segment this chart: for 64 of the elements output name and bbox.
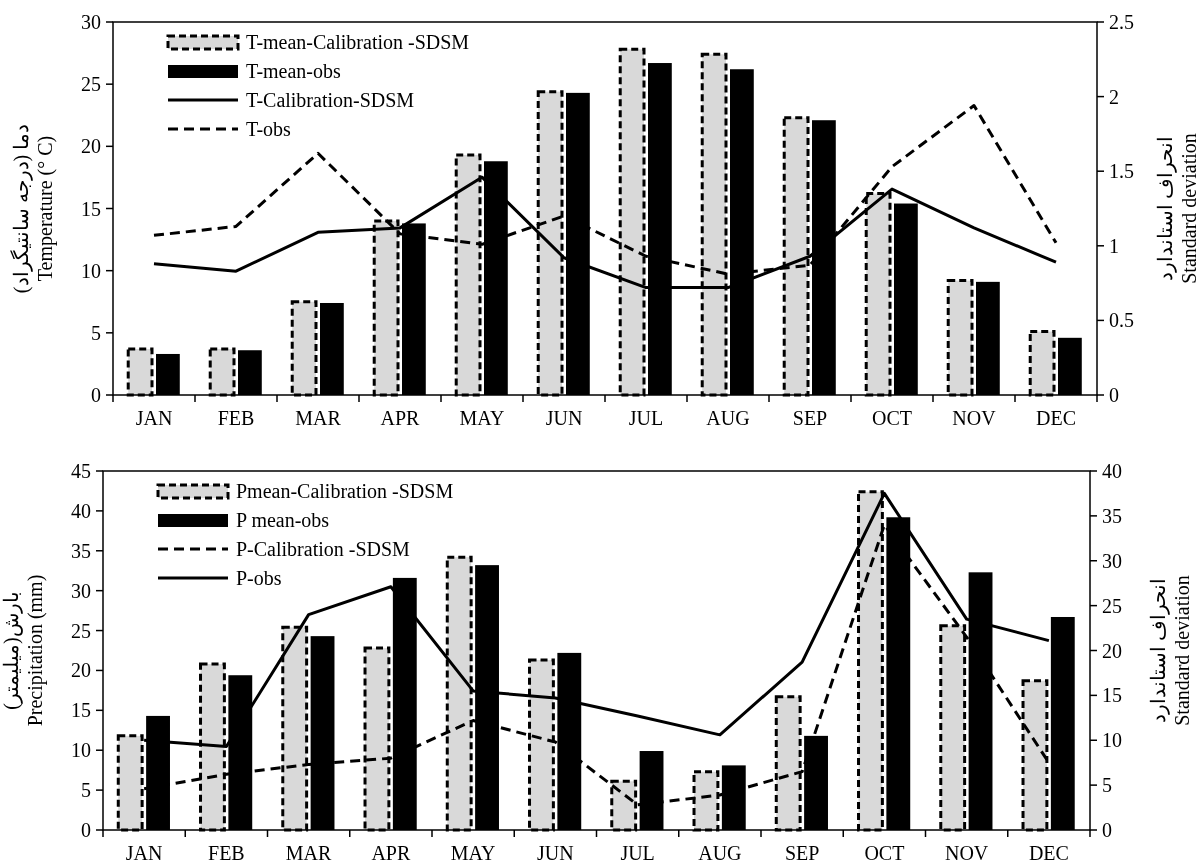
legend-label: P-Calibration -SDSM	[236, 538, 411, 560]
x-tick-label: SEP	[784, 842, 820, 864]
y-tick-label: 30	[81, 11, 101, 33]
legend-label: Pmean-Calibration -SDSM	[236, 480, 454, 502]
y-tick-label: 10	[71, 739, 91, 762]
x-tick-label: JUL	[620, 842, 655, 864]
legend-label: T-Calibration-SDSM	[246, 89, 415, 111]
x-tick-label: APR	[380, 407, 421, 429]
y-tick-label: 30	[71, 579, 91, 602]
y-tick-label: 25	[71, 619, 91, 642]
x-tick-label: FEB	[217, 407, 255, 429]
y2-tick-label: 15	[1102, 684, 1122, 707]
y2-tick-label: 2.5	[1109, 11, 1134, 33]
y2-tick-label: 1	[1109, 234, 1119, 257]
x-tick-label: JUL	[628, 407, 664, 429]
y-tick-label: 0	[81, 819, 91, 841]
y-tick-label: 5	[91, 321, 101, 344]
y-tick-label: 35	[71, 539, 91, 562]
y2-tick-label: 1.5	[1109, 160, 1134, 183]
legend-label: T-mean-Calibration -SDSM	[246, 31, 470, 53]
y-tick-label: 20	[71, 659, 91, 682]
legend-label: T-mean-obs	[246, 60, 342, 82]
x-tick-label: MAY	[459, 407, 505, 429]
y-tick-label: 15	[71, 699, 91, 722]
x-tick-label: MAR	[295, 407, 342, 429]
y2-tick-label: 35	[1102, 504, 1122, 527]
y-tick-label: 40	[71, 499, 91, 522]
legend-label: T-obs	[246, 118, 292, 140]
x-tick-label: MAR	[285, 842, 333, 864]
x-tick-label: JAN	[125, 842, 163, 864]
y2-tick-label: 25	[1102, 594, 1122, 617]
x-tick-label: JUN	[537, 842, 574, 864]
y2-tick-label: 30	[1102, 549, 1122, 572]
y2-tick-label: 0	[1102, 819, 1112, 841]
x-tick-label: DEC	[1036, 407, 1076, 429]
y-tick-label: 5	[81, 779, 91, 802]
x-tick-label: SEP	[792, 407, 828, 429]
y-tick-label: 0	[91, 384, 101, 406]
x-tick-label: AUG	[698, 842, 742, 864]
y2-tick-label: 2	[1109, 85, 1119, 108]
y2-tick-label: 20	[1102, 639, 1122, 662]
y-tick-label: 20	[81, 135, 101, 158]
x-tick-label: AUG	[706, 407, 750, 429]
x-tick-label: OCT	[864, 842, 905, 864]
y-tick-label: 25	[81, 73, 101, 96]
y2-tick-label: 5	[1102, 774, 1112, 797]
x-tick-label: NOV	[944, 842, 989, 864]
x-tick-label: JAN	[135, 407, 173, 429]
y2-tick-label: 10	[1102, 729, 1122, 752]
y-tick-label: 10	[81, 259, 101, 282]
y2-tick-label: 40	[1102, 460, 1122, 482]
y2-tick-label: 0	[1109, 384, 1119, 406]
y2-tick-label: 0.5	[1109, 309, 1134, 332]
x-tick-label: NOV	[952, 407, 997, 429]
x-tick-label: DEC	[1028, 842, 1069, 864]
legend-label: P mean-obs	[236, 509, 330, 531]
y-tick-label: 45	[71, 460, 91, 482]
x-tick-label: MAY	[450, 842, 496, 864]
x-tick-label: JUN	[545, 407, 583, 429]
y-tick-label: 15	[81, 197, 101, 220]
x-tick-label: APR	[371, 842, 411, 864]
legend-label: P-obs	[236, 567, 282, 589]
x-tick-label: OCT	[872, 407, 912, 429]
x-tick-label: FEB	[208, 842, 245, 864]
